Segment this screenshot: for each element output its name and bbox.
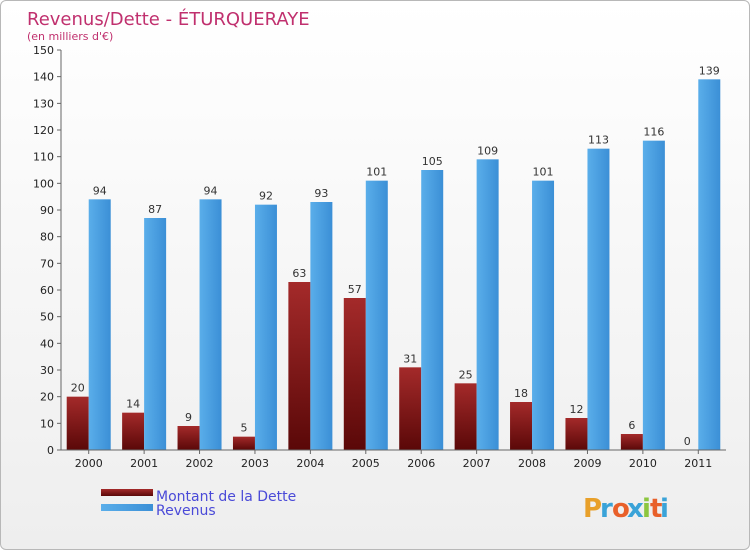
bar-value-label: 92	[259, 190, 273, 203]
bar-revenus	[421, 170, 444, 450]
x-axis-ticks: 2000 2001 2002 2003 2004 2005 2006 2007 2008 2009…	[75, 450, 712, 470]
legend: Montant de la Dette Revenus	[101, 489, 296, 519]
bar-debt	[66, 396, 89, 450]
bar-debt	[288, 282, 311, 450]
bar-value-label: 63	[292, 267, 306, 280]
bar-revenus	[199, 199, 222, 450]
bar-revenus	[642, 140, 665, 450]
x-tick-label: 2007	[463, 457, 491, 470]
x-tick-label: 2005	[352, 457, 380, 470]
bar-revenus	[144, 218, 167, 450]
y-tick-label: 30	[40, 364, 54, 377]
x-tick-label: 2003	[241, 457, 269, 470]
y-tick-label: 150	[33, 44, 54, 57]
chart-subtitle: (en milliers d'€)	[27, 30, 113, 43]
y-tick-label: 130	[33, 97, 54, 110]
bar-value-label: 9	[185, 411, 192, 424]
y-axis-ticks: 0 10 20 30 40 50 60 70 80 90 100 110 120 130 140 150	[33, 44, 61, 457]
y-tick-label: 40	[40, 337, 54, 350]
x-tick-label: 2008	[518, 457, 546, 470]
proxiti-logo: Pr oxi ti	[583, 494, 669, 524]
legend-swatch-revenus	[101, 504, 153, 511]
chart-title: Revenus/Dette - ÉTURQUERAYE	[27, 8, 310, 30]
y-tick-label: 140	[33, 71, 54, 84]
y-tick-label: 90	[40, 204, 54, 217]
bar-value-label: 113	[588, 134, 609, 147]
x-tick-label: 2001	[130, 457, 158, 470]
y-tick-label: 60	[40, 284, 54, 297]
bar-value-label: 31	[403, 352, 417, 365]
y-tick-label: 50	[40, 311, 54, 324]
bar-revenus	[587, 148, 610, 450]
bar-debt	[510, 402, 533, 450]
logo-letter: i	[660, 494, 669, 524]
logo-letter: t	[650, 494, 662, 524]
bar-debt	[620, 434, 643, 450]
bar-debt	[122, 412, 145, 450]
x-tick-label: 2002	[186, 457, 214, 470]
x-tick-label: 2006	[407, 457, 435, 470]
y-tick-label: 10	[40, 417, 54, 430]
bar-revenus	[88, 199, 111, 450]
bar-value-label: 25	[459, 368, 473, 381]
bar-value-label: 0	[684, 435, 691, 448]
logo-letter: i	[642, 494, 651, 524]
bar-debt	[177, 426, 200, 450]
legend-label-debt: Montant de la Dette	[156, 489, 296, 505]
bar-revenus	[532, 180, 555, 450]
bar-debt	[454, 383, 477, 450]
bar-value-label: 12	[569, 403, 583, 416]
bar-value-label: 94	[204, 184, 218, 197]
bar-debt	[565, 418, 588, 450]
bar-value-label: 14	[126, 398, 140, 411]
x-tick-label: 2009	[573, 457, 601, 470]
x-tick-label: 2011	[684, 457, 712, 470]
bars-group: 20 94 14 87 9 94 5 92 63 93 57 101 31 105 25 109 18 101 12…	[66, 64, 721, 451]
bar-revenus	[254, 204, 277, 450]
bar-revenus	[365, 180, 388, 450]
y-tick-label: 80	[40, 231, 54, 244]
y-tick-label: 70	[40, 257, 54, 270]
bar-value-label: 18	[514, 387, 528, 400]
bar-revenus	[310, 202, 333, 450]
logo-letter: P	[583, 494, 602, 524]
logo-letter: r	[600, 494, 613, 524]
x-tick-label: 2010	[629, 457, 657, 470]
bar-value-label: 105	[422, 155, 443, 168]
bar-revenus	[476, 159, 499, 451]
bar-revenus	[698, 79, 721, 450]
legend-swatch-debt	[101, 489, 153, 496]
logo-letter: x	[627, 494, 644, 524]
bar-value-label: 116	[643, 126, 664, 139]
bar-value-label: 101	[533, 166, 554, 179]
bar-value-label: 5	[240, 422, 247, 435]
bar-value-label: 20	[71, 382, 85, 395]
y-tick-label: 110	[33, 151, 54, 164]
y-tick-label: 0	[47, 444, 54, 457]
logo-letter: o	[612, 494, 630, 524]
bar-value-label: 57	[348, 283, 362, 296]
bar-value-label: 101	[366, 166, 387, 179]
x-tick-label: 2000	[75, 457, 103, 470]
bar-debt	[399, 367, 422, 450]
bar-debt	[343, 298, 366, 450]
x-tick-label: 2004	[296, 457, 324, 470]
y-tick-label: 120	[33, 124, 54, 137]
bar-value-label: 94	[93, 184, 107, 197]
y-tick-label: 100	[33, 177, 54, 190]
bar-value-label: 139	[699, 64, 720, 77]
y-tick-label: 20	[40, 391, 54, 404]
bar-value-label: 93	[314, 187, 328, 200]
bar-value-label: 109	[477, 144, 498, 157]
bar-value-label: 6	[628, 419, 635, 432]
legend-label-revenus: Revenus	[156, 503, 216, 519]
bar-debt	[232, 436, 255, 450]
bar-value-label: 87	[148, 203, 162, 216]
